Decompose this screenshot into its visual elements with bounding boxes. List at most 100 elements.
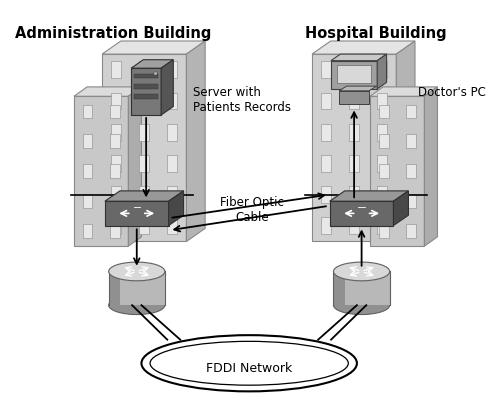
Polygon shape xyxy=(134,85,158,90)
Polygon shape xyxy=(128,88,141,247)
Polygon shape xyxy=(424,88,438,247)
Text: Hospital Building: Hospital Building xyxy=(305,26,446,41)
Polygon shape xyxy=(331,55,386,61)
Polygon shape xyxy=(108,272,165,306)
Polygon shape xyxy=(349,218,359,235)
Polygon shape xyxy=(330,202,394,226)
Polygon shape xyxy=(111,218,121,235)
Polygon shape xyxy=(378,225,388,238)
Polygon shape xyxy=(139,155,149,173)
Polygon shape xyxy=(331,61,377,90)
Polygon shape xyxy=(105,202,168,226)
Ellipse shape xyxy=(150,342,348,385)
Polygon shape xyxy=(377,93,388,110)
Polygon shape xyxy=(330,191,408,202)
Polygon shape xyxy=(74,88,142,97)
Text: Administration Building: Administration Building xyxy=(15,26,212,41)
Ellipse shape xyxy=(108,263,165,281)
Polygon shape xyxy=(82,135,92,148)
Polygon shape xyxy=(82,225,92,238)
Polygon shape xyxy=(110,165,120,178)
Text: Server with
Patients Records: Server with Patients Records xyxy=(193,86,291,114)
Polygon shape xyxy=(321,155,331,173)
Polygon shape xyxy=(139,93,149,110)
Polygon shape xyxy=(168,191,184,226)
Polygon shape xyxy=(111,187,121,204)
Polygon shape xyxy=(82,195,92,209)
Polygon shape xyxy=(377,218,388,235)
Polygon shape xyxy=(105,191,184,202)
Text: Doctor's PC: Doctor's PC xyxy=(418,86,486,99)
Polygon shape xyxy=(82,105,92,119)
Polygon shape xyxy=(349,62,359,79)
Polygon shape xyxy=(108,272,120,306)
Polygon shape xyxy=(168,155,177,173)
Polygon shape xyxy=(406,195,415,209)
Polygon shape xyxy=(131,61,174,69)
Ellipse shape xyxy=(334,263,390,281)
Polygon shape xyxy=(110,225,120,238)
Text: Fiber Optic
Cable: Fiber Optic Cable xyxy=(220,195,284,223)
Polygon shape xyxy=(406,225,415,238)
Ellipse shape xyxy=(142,335,357,391)
Polygon shape xyxy=(102,55,186,242)
Polygon shape xyxy=(111,62,121,79)
Ellipse shape xyxy=(334,296,390,315)
Polygon shape xyxy=(349,187,359,204)
Polygon shape xyxy=(168,62,177,79)
Polygon shape xyxy=(139,124,149,141)
Polygon shape xyxy=(154,73,158,76)
Polygon shape xyxy=(406,105,415,119)
Polygon shape xyxy=(168,218,177,235)
Polygon shape xyxy=(337,66,372,84)
Polygon shape xyxy=(186,42,205,242)
Polygon shape xyxy=(321,62,331,79)
Polygon shape xyxy=(377,62,388,79)
Polygon shape xyxy=(111,93,121,110)
Polygon shape xyxy=(370,97,424,247)
Polygon shape xyxy=(168,93,177,110)
Polygon shape xyxy=(139,187,149,204)
Polygon shape xyxy=(334,272,390,306)
Polygon shape xyxy=(321,218,331,235)
Polygon shape xyxy=(406,165,415,178)
Polygon shape xyxy=(377,155,388,173)
Polygon shape xyxy=(378,135,388,148)
Polygon shape xyxy=(377,187,388,204)
Polygon shape xyxy=(378,105,388,119)
Polygon shape xyxy=(321,124,331,141)
Polygon shape xyxy=(82,165,92,178)
Polygon shape xyxy=(312,42,415,55)
Ellipse shape xyxy=(108,296,165,315)
Polygon shape xyxy=(349,124,359,141)
Polygon shape xyxy=(378,165,388,178)
Polygon shape xyxy=(110,135,120,148)
Polygon shape xyxy=(377,55,386,90)
Polygon shape xyxy=(102,42,205,55)
Polygon shape xyxy=(396,42,415,242)
Polygon shape xyxy=(378,195,388,209)
Text: FDDI Network: FDDI Network xyxy=(206,362,292,375)
Polygon shape xyxy=(377,124,388,141)
Polygon shape xyxy=(349,93,359,110)
Polygon shape xyxy=(168,187,177,204)
Polygon shape xyxy=(134,95,158,100)
Polygon shape xyxy=(131,69,161,116)
Polygon shape xyxy=(334,272,344,306)
Polygon shape xyxy=(406,135,415,148)
Polygon shape xyxy=(168,124,177,141)
Polygon shape xyxy=(110,195,120,209)
Polygon shape xyxy=(161,61,173,116)
Polygon shape xyxy=(139,62,149,79)
Polygon shape xyxy=(339,92,369,105)
Polygon shape xyxy=(321,93,331,110)
Polygon shape xyxy=(110,105,120,119)
Polygon shape xyxy=(111,155,121,173)
Polygon shape xyxy=(139,218,149,235)
Polygon shape xyxy=(321,187,331,204)
Polygon shape xyxy=(370,88,438,97)
Polygon shape xyxy=(394,191,408,226)
Polygon shape xyxy=(312,55,396,242)
Polygon shape xyxy=(339,87,376,92)
Polygon shape xyxy=(349,155,359,173)
